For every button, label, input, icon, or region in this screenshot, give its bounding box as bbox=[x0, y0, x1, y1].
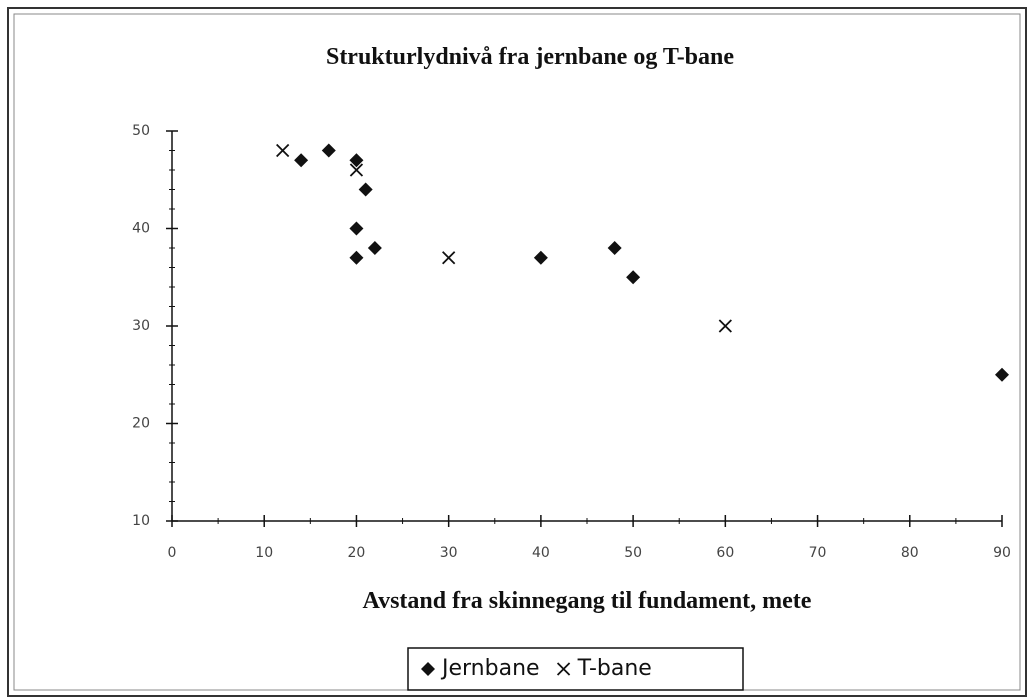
point bbox=[626, 270, 641, 285]
x-tick-label: 0 bbox=[168, 545, 177, 561]
x-tick-label: 30 bbox=[440, 545, 458, 561]
point bbox=[533, 250, 548, 265]
x-tick-label: 90 bbox=[993, 545, 1011, 561]
x-tick-label: 60 bbox=[716, 545, 734, 561]
y-tick-label: 10 bbox=[132, 513, 150, 529]
point bbox=[995, 367, 1009, 382]
legend-box bbox=[407, 647, 744, 691]
y-tick-label: 30 bbox=[132, 318, 150, 334]
chart-title: Strukturlydnivå fra jernbane og T-bane bbox=[326, 44, 734, 70]
point bbox=[442, 251, 456, 265]
point bbox=[349, 153, 364, 168]
legend-marker bbox=[421, 662, 435, 676]
x-tick-label: 50 bbox=[624, 545, 642, 561]
y-tick-label: 40 bbox=[132, 221, 150, 237]
point bbox=[349, 250, 364, 265]
legend-label: Jernbane bbox=[440, 656, 540, 681]
point bbox=[349, 221, 364, 236]
x-axis-label: Avstand fra skinnegang til fundament, me… bbox=[363, 588, 812, 614]
point bbox=[718, 319, 732, 333]
x-tick-label: 70 bbox=[809, 545, 827, 561]
x-tick-label: 10 bbox=[255, 545, 273, 561]
x-tick-label: 20 bbox=[348, 545, 366, 561]
point bbox=[349, 163, 364, 177]
point bbox=[607, 241, 622, 255]
y-tick-label: 50 bbox=[132, 123, 150, 139]
legend-marker bbox=[556, 662, 571, 676]
point bbox=[367, 241, 382, 255]
chart-frame bbox=[7, 7, 1027, 697]
x-tick-label: 40 bbox=[532, 545, 550, 561]
x-tick-label: 80 bbox=[901, 545, 919, 561]
legend-label: T-bane bbox=[577, 656, 652, 681]
y-tick-label: 20 bbox=[132, 416, 150, 432]
point bbox=[294, 153, 309, 168]
point bbox=[276, 143, 290, 158]
point bbox=[321, 143, 336, 158]
point bbox=[358, 182, 373, 197]
